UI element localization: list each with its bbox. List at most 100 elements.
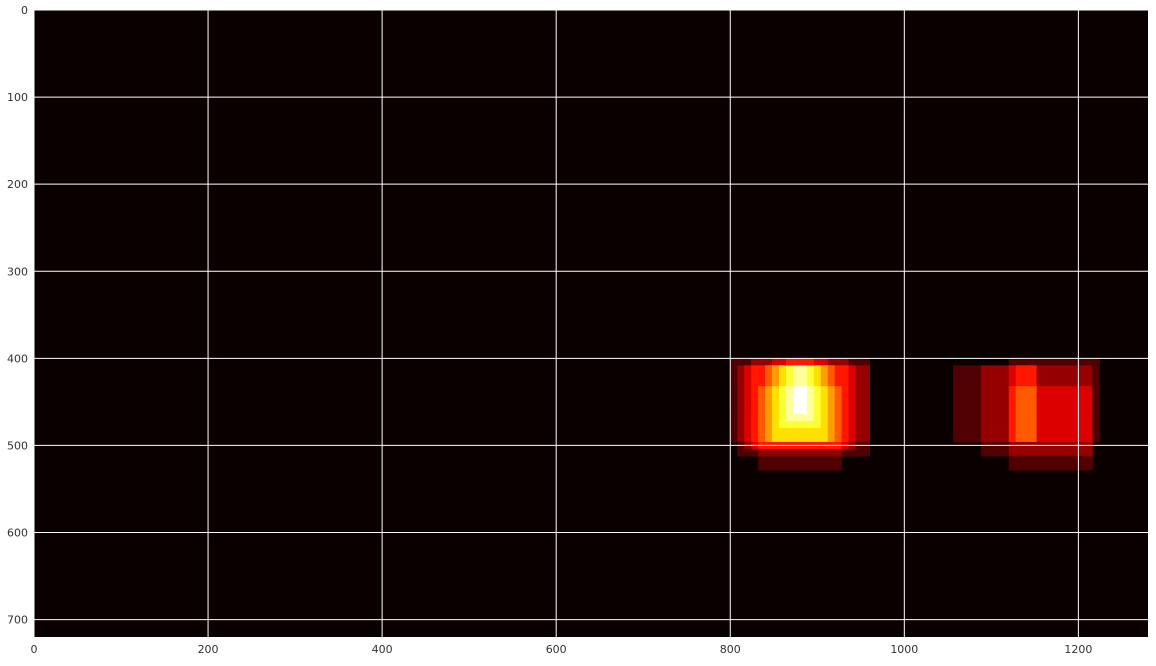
heat-cell [1008, 386, 1017, 394]
heat-cell [765, 421, 773, 429]
heat-cell [730, 428, 738, 436]
heat-cell [827, 428, 836, 436]
heat-cell [792, 462, 801, 471]
heat-cell [785, 428, 794, 436]
heat-cell [820, 393, 829, 401]
heat-cell [966, 386, 975, 394]
heat-cell [737, 393, 745, 401]
heat-cell [848, 434, 857, 443]
heat-cell [1057, 448, 1065, 457]
heat-cell [1043, 400, 1052, 408]
heat-cell [765, 386, 773, 394]
heat-cell [987, 365, 996, 373]
heat-cell [1092, 414, 1100, 422]
heat-cell [806, 455, 815, 464]
heat-cell [1085, 400, 1093, 408]
heat-cell [792, 358, 801, 366]
heat-cell [953, 407, 961, 415]
heat-cell [758, 358, 766, 366]
heat-cell [960, 400, 968, 408]
heat-cell [848, 386, 857, 394]
y-tick-label: 600 [7, 527, 28, 540]
heat-cell [778, 372, 787, 380]
heat-cell [1036, 372, 1045, 380]
heat-cell [785, 358, 794, 366]
heat-cell [960, 365, 968, 373]
heat-cell [953, 379, 961, 387]
heat-cell [1022, 372, 1031, 380]
heat-cell [1057, 421, 1065, 429]
heat-cell [820, 462, 829, 471]
heat-cell [1064, 448, 1072, 457]
heat-cell [772, 379, 780, 387]
heat-cell [772, 372, 780, 380]
heat-cell [758, 407, 766, 415]
heat-cell [737, 407, 745, 415]
heat-cell [1050, 455, 1058, 464]
heat-cell [751, 400, 759, 408]
heat-cell [1078, 455, 1086, 464]
heat-cell [841, 448, 850, 457]
heat-cell [1071, 455, 1079, 464]
heat-layer [730, 358, 1100, 471]
heat-cell [1022, 455, 1031, 464]
heat-cell [1036, 386, 1045, 394]
heat-cell [1085, 393, 1093, 401]
heat-cell [806, 407, 815, 415]
heat-cell [806, 393, 815, 401]
heat-cell [1085, 448, 1093, 457]
x-tick-label: 1000 [890, 643, 918, 656]
heat-cell [820, 421, 829, 429]
heat-cell [1029, 448, 1038, 457]
heat-cell [1043, 448, 1052, 457]
heat-cell [799, 462, 808, 471]
heat-cell [848, 414, 857, 422]
heat-cell [737, 434, 745, 443]
heat-cell [1029, 428, 1038, 436]
heat-cell [834, 393, 843, 401]
heat-cell [862, 414, 870, 422]
x-tick-label: 200 [198, 643, 219, 656]
heat-cell [1078, 379, 1086, 387]
heat-cell [987, 434, 996, 443]
heat-cell [772, 414, 780, 422]
heat-cell [1078, 428, 1086, 436]
heat-cell [1043, 462, 1052, 471]
heat-cell [862, 428, 870, 436]
heat-cell [848, 400, 857, 408]
heat-cell [820, 407, 829, 415]
heat-cell [1064, 358, 1072, 366]
heat-cell [987, 448, 996, 457]
heat-cell [730, 386, 738, 394]
heat-cell [966, 407, 975, 415]
heat-cell [980, 393, 989, 401]
heat-cell [1092, 428, 1100, 436]
heat-cell [751, 379, 759, 387]
heat-cell [834, 428, 843, 436]
heat-cell [953, 414, 961, 422]
heat-cell [758, 455, 766, 464]
heat-cell [765, 393, 773, 401]
heat-cell [827, 386, 836, 394]
heat-cell [1050, 407, 1058, 415]
heat-cell [1022, 386, 1031, 394]
heat-cell [778, 379, 787, 387]
heat-cell [855, 358, 864, 366]
heat-cell [778, 358, 787, 366]
heat-cell [1001, 365, 1010, 373]
heat-cell [730, 358, 738, 366]
heat-cell [855, 434, 864, 443]
heat-cell [1001, 400, 1010, 408]
heat-cell [820, 455, 829, 464]
heat-cell [827, 455, 836, 464]
heat-cell [862, 365, 870, 373]
heat-cell [765, 379, 773, 387]
heat-cell [1008, 372, 1017, 380]
heat-cell [841, 434, 850, 443]
heat-cell [792, 448, 801, 457]
heat-cell [980, 400, 989, 408]
heat-cell [960, 407, 968, 415]
heat-cell [751, 386, 759, 394]
heat-cell [1008, 434, 1017, 443]
heat-cell [966, 434, 975, 443]
